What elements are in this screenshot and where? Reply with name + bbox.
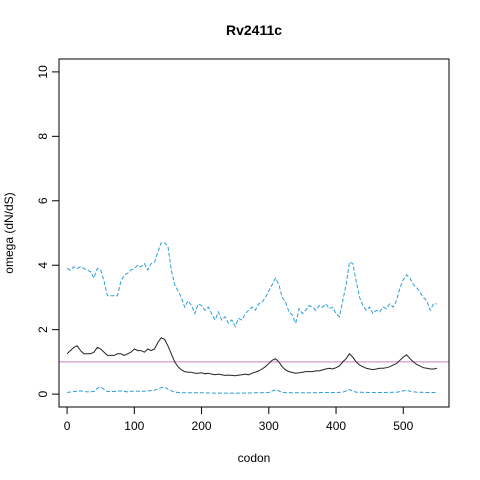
x-tick-label: 400 (326, 419, 346, 433)
y-tick-label: 6 (36, 197, 50, 204)
x-axis-label: codon (238, 451, 271, 465)
series-line-2 (66, 337, 438, 377)
y-tick-label: 10 (36, 65, 50, 79)
series-group (59, 242, 449, 394)
x-tick-label: 500 (393, 419, 413, 433)
y-axis-label: omega (dN/dS) (2, 192, 16, 273)
axes-group: 0 100 200 300 400 500 0 2 4 6 8 10 (36, 65, 414, 433)
chart-title: Rv2411c (226, 22, 282, 38)
y-tick-label: 0 (36, 390, 50, 397)
x-tick-label: 100 (124, 419, 144, 433)
x-tick-label: 0 (64, 419, 71, 433)
x-tick-label: 200 (192, 419, 212, 433)
y-tick-label: 2 (36, 326, 50, 333)
series-line-1 (66, 242, 437, 328)
plot-frame (58, 58, 450, 408)
x-tick-label: 300 (259, 419, 279, 433)
y-tick-label: 8 (36, 133, 50, 140)
y-tick-label: 4 (36, 262, 50, 269)
series-line-3 (67, 386, 437, 394)
